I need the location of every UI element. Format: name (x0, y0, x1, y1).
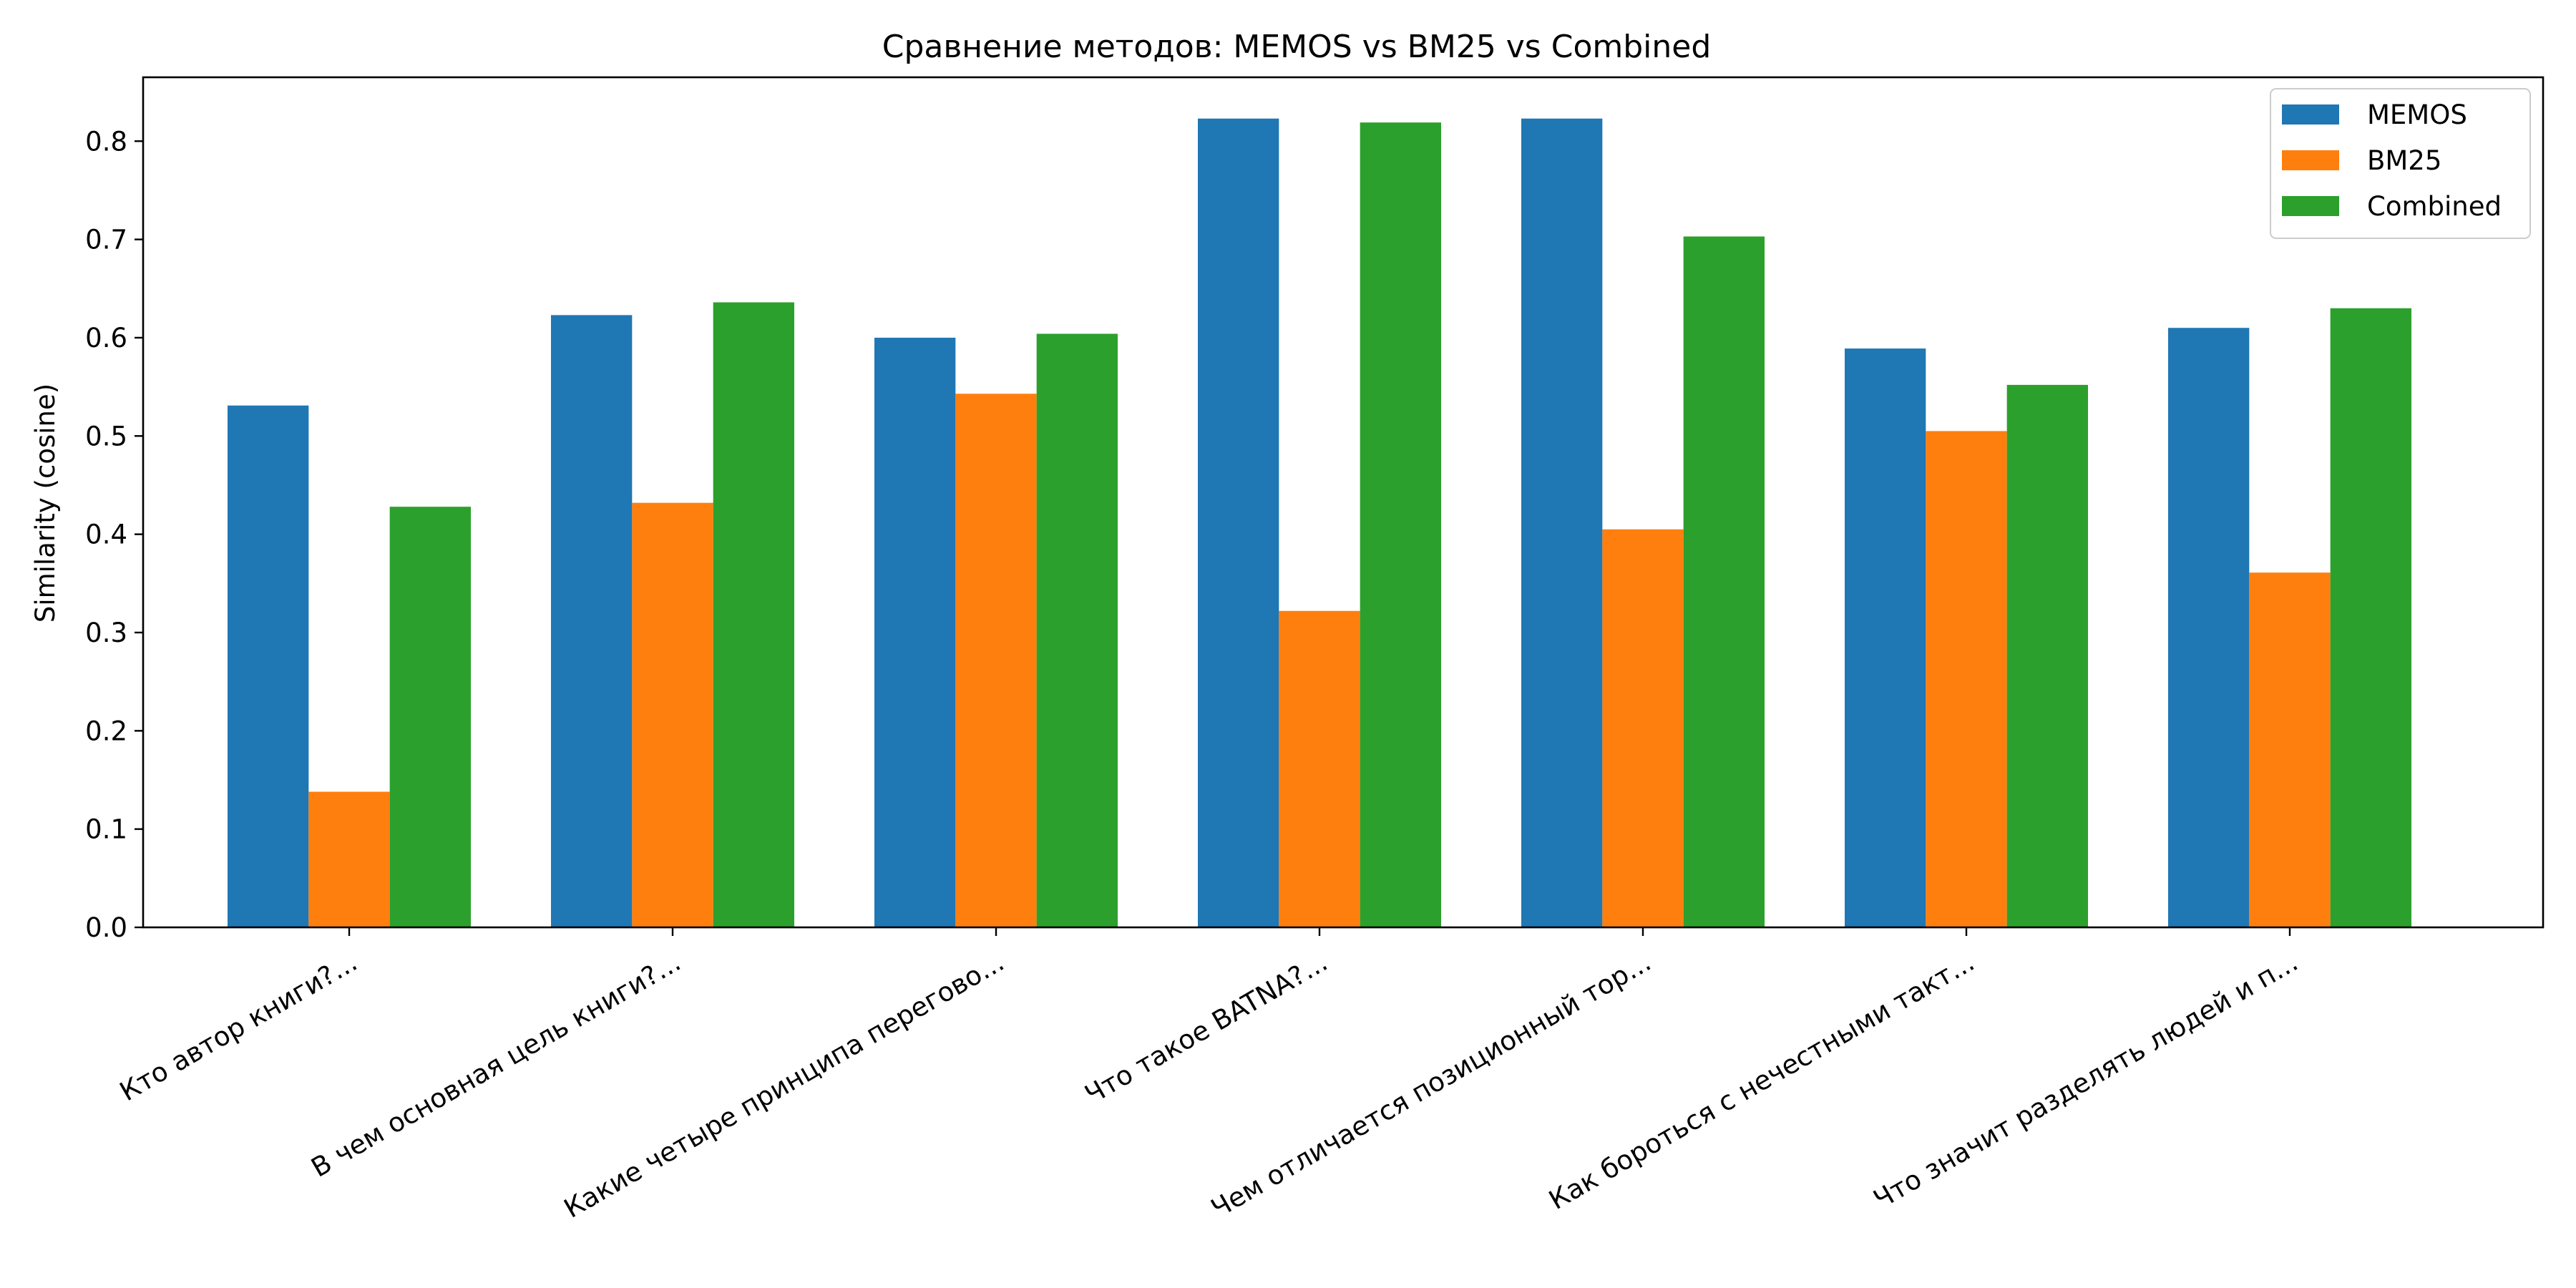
y-tick-label: 0.1 (85, 814, 127, 845)
bar-memos-2 (551, 315, 633, 927)
y-tick-label: 0.4 (85, 519, 127, 550)
plot-frame (142, 76, 2545, 929)
bar-combined-7 (2330, 308, 2411, 927)
legend: MEMOS BM25 Combined (2270, 88, 2531, 239)
y-tick-label: 0.0 (85, 912, 127, 943)
bar-memos-1 (228, 405, 309, 927)
legend-label-combined: Combined (2367, 191, 2502, 222)
bar-bm25-1 (308, 791, 390, 927)
bar-memos-5 (1521, 118, 1603, 928)
bar-combined-3 (1036, 333, 1118, 928)
bar-bm25-5 (1602, 529, 1684, 927)
bar-memos-3 (874, 337, 956, 928)
y-tick-label: 0.8 (85, 126, 127, 157)
bar-bm25-6 (1926, 431, 2007, 927)
bar-combined-6 (2006, 384, 2088, 927)
bar-bm25-2 (632, 502, 713, 927)
bar-memos-7 (2168, 328, 2250, 927)
y-tick-label: 0.6 (85, 323, 127, 353)
bars-group (228, 118, 2411, 928)
y-tick-label: 0.7 (85, 225, 127, 255)
y-tick-label: 0.3 (85, 618, 127, 648)
bar-memos-6 (1845, 348, 1926, 927)
bar-bm25-3 (955, 394, 1037, 927)
y-tick-label: 0.2 (85, 716, 127, 746)
bar-bm25-4 (1279, 610, 1360, 927)
bar-combined-5 (1683, 236, 1765, 927)
legend-swatch-memos (2282, 104, 2339, 125)
legend-swatch-bm25 (2282, 150, 2339, 170)
bar-combined-4 (1360, 122, 1441, 927)
bar-bm25-7 (2249, 572, 2331, 927)
legend-label-bm25: BM25 (2367, 145, 2441, 176)
bar-combined-1 (389, 507, 471, 927)
y-tick-label: 0.5 (85, 421, 127, 452)
legend-label-memos: MEMOS (2367, 99, 2467, 130)
bar-combined-2 (713, 302, 794, 927)
bar-memos-4 (1198, 118, 1279, 928)
chart-title: Сравнение методов: MEMOS vs BM25 vs Comb… (882, 29, 1712, 65)
legend-swatch-combined (2282, 196, 2339, 216)
y-axis-label: Similarity (cosine) (30, 384, 61, 623)
